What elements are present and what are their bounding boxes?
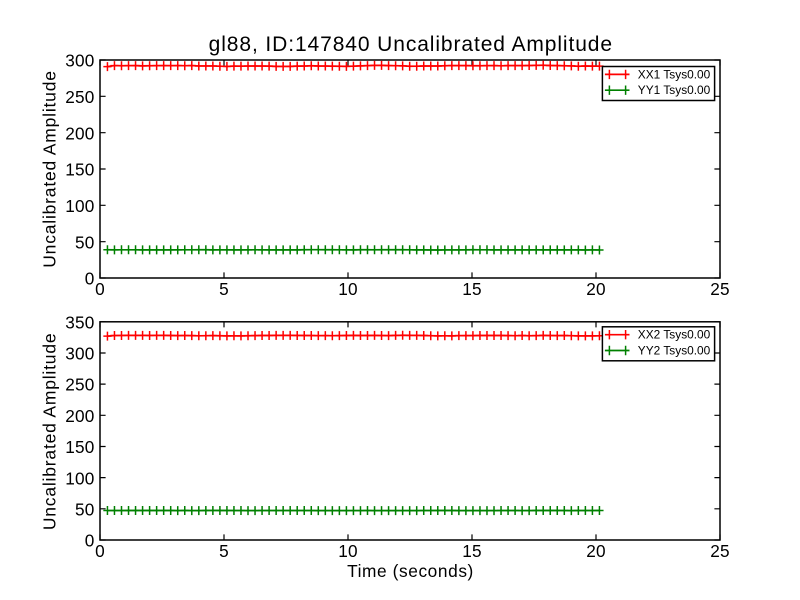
svg-text:150: 150 bbox=[65, 437, 94, 457]
svg-text:20: 20 bbox=[586, 279, 606, 299]
svg-text:Time (seconds): Time (seconds) bbox=[347, 561, 474, 581]
svg-text:15: 15 bbox=[462, 541, 482, 561]
svg-text:300: 300 bbox=[65, 344, 94, 364]
svg-text:20: 20 bbox=[586, 541, 606, 561]
svg-text:100: 100 bbox=[65, 196, 94, 216]
svg-text:gl88, ID:147840 Uncalibrated A: gl88, ID:147840 Uncalibrated Amplitude bbox=[209, 33, 613, 56]
svg-text:50: 50 bbox=[75, 232, 95, 252]
svg-text:100: 100 bbox=[65, 468, 94, 488]
svg-text:250: 250 bbox=[65, 87, 94, 107]
svg-text:XX2 Tsys0.00: XX2 Tsys0.00 bbox=[638, 328, 711, 342]
svg-text:50: 50 bbox=[75, 499, 95, 519]
svg-text:10: 10 bbox=[338, 279, 358, 299]
svg-text:10: 10 bbox=[338, 541, 358, 561]
svg-text:300: 300 bbox=[65, 51, 94, 71]
svg-text:15: 15 bbox=[462, 279, 482, 299]
svg-text:0: 0 bbox=[85, 269, 95, 289]
svg-text:Uncalibrated Amplitude: Uncalibrated Amplitude bbox=[40, 70, 60, 268]
svg-text:25: 25 bbox=[710, 541, 730, 561]
svg-text:200: 200 bbox=[65, 123, 94, 143]
svg-text:YY2 Tsys0.00: YY2 Tsys0.00 bbox=[638, 344, 711, 358]
svg-text:XX1 Tsys0.00: XX1 Tsys0.00 bbox=[638, 67, 711, 81]
svg-text:0: 0 bbox=[85, 531, 95, 551]
svg-text:5: 5 bbox=[219, 541, 229, 561]
svg-text:200: 200 bbox=[65, 406, 94, 426]
svg-text:350: 350 bbox=[65, 312, 94, 332]
svg-text:250: 250 bbox=[65, 375, 94, 395]
svg-text:0: 0 bbox=[95, 541, 105, 561]
svg-text:0: 0 bbox=[95, 279, 105, 299]
svg-text:25: 25 bbox=[710, 279, 730, 299]
svg-text:5: 5 bbox=[219, 279, 229, 299]
svg-text:Uncalibrated Amplitude: Uncalibrated Amplitude bbox=[40, 333, 60, 531]
svg-text:YY1 Tsys0.00: YY1 Tsys0.00 bbox=[638, 83, 711, 97]
svg-text:150: 150 bbox=[65, 160, 94, 180]
